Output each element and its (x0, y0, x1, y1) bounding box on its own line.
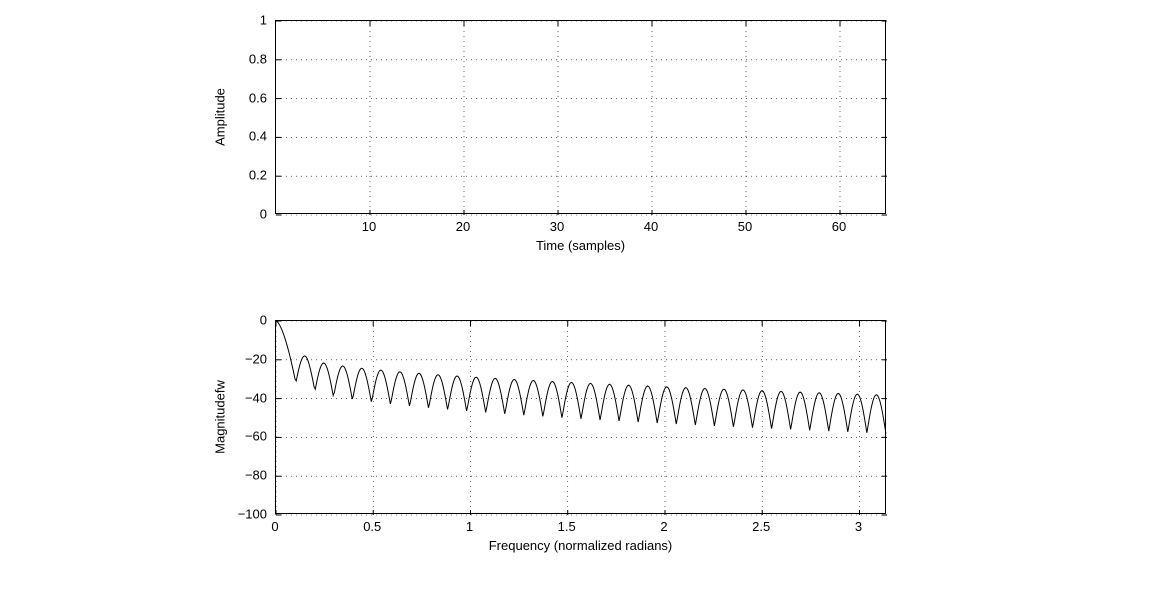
plot-area-top (275, 20, 886, 214)
xtick-label: 40 (644, 219, 658, 234)
ytick-label: 0 (260, 313, 267, 328)
xtick-label: 2.5 (752, 519, 770, 534)
ytick-label: 0.2 (249, 168, 267, 183)
xtick-label: 20 (456, 219, 470, 234)
ylabel-bottom: Magnitudefw (213, 380, 228, 454)
plot-area-bottom (275, 320, 886, 514)
xtick-label: 60 (832, 219, 846, 234)
xlabel-top: Time (samples) (536, 238, 625, 253)
ytick-label: 0.8 (249, 51, 267, 66)
ytick-label: 0.4 (249, 129, 267, 144)
ytick-label: −40 (245, 390, 267, 405)
xtick-label: 3 (855, 519, 862, 534)
magnitude-curve (276, 321, 886, 434)
ytick-label: −100 (238, 507, 267, 522)
xtick-label: 30 (550, 219, 564, 234)
ytick-label: −20 (245, 351, 267, 366)
ytick-label: −60 (245, 429, 267, 444)
xtick-label: 10 (362, 219, 376, 234)
xtick-label: 0.5 (363, 519, 381, 534)
ytick-label: 0 (260, 207, 267, 222)
plot-svg-bottom (276, 321, 887, 515)
xtick-label: 1 (466, 519, 473, 534)
xlabel-bottom: Frequency (normalized radians) (489, 538, 673, 553)
xtick-label: 50 (738, 219, 752, 234)
ytick-label: −80 (245, 468, 267, 483)
ytick-label: 0.6 (249, 90, 267, 105)
xtick-label: 2 (660, 519, 667, 534)
ylabel-top: Amplitude (213, 88, 228, 146)
ytick-label: 1 (260, 13, 267, 28)
xtick-label: 1.5 (558, 519, 576, 534)
plot-svg-top (276, 21, 887, 215)
xtick-label: 0 (271, 519, 278, 534)
